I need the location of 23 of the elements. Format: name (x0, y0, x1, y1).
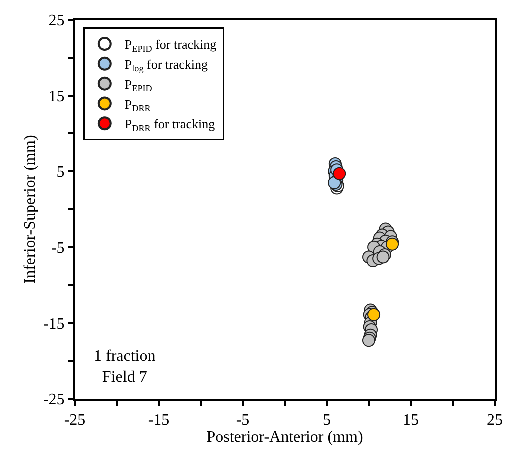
x-tick-label: 5 (323, 412, 331, 430)
legend-label: P$_{DRR}$ (124, 96, 152, 114)
point (362, 334, 376, 348)
y-tick-label: -5 (51, 240, 65, 257)
y-tick-label: -15 (43, 316, 65, 333)
x-tick-label: -5 (236, 412, 250, 430)
legend-label: P$_{DRR}$ for tracking (124, 116, 216, 134)
point (333, 167, 346, 180)
x-tick-label: -25 (64, 412, 86, 430)
x-tick-label: 25 (487, 412, 503, 430)
y-tick-label: -25 (43, 392, 65, 409)
y-tick-label: 25 (48, 12, 65, 30)
legend-label: P$_{EPID}$ for tracking (124, 37, 218, 54)
x-tick-label: -15 (148, 412, 170, 430)
x-axis-title: Posterior-Anterior (mm) (206, 429, 364, 446)
y-axis-title: Inferior-Superior (mm) (22, 135, 39, 284)
x-tick-label: 15 (403, 412, 419, 430)
point (376, 250, 390, 264)
legend-label: P$_{log}$ for tracking (124, 57, 209, 74)
legend-label: P$_{EPID}$ (124, 76, 153, 94)
annotation: 1 fraction Field 7 (94, 348, 156, 386)
y-tick-label: 5 (56, 164, 65, 182)
y-tick-label: 15 (48, 88, 65, 106)
